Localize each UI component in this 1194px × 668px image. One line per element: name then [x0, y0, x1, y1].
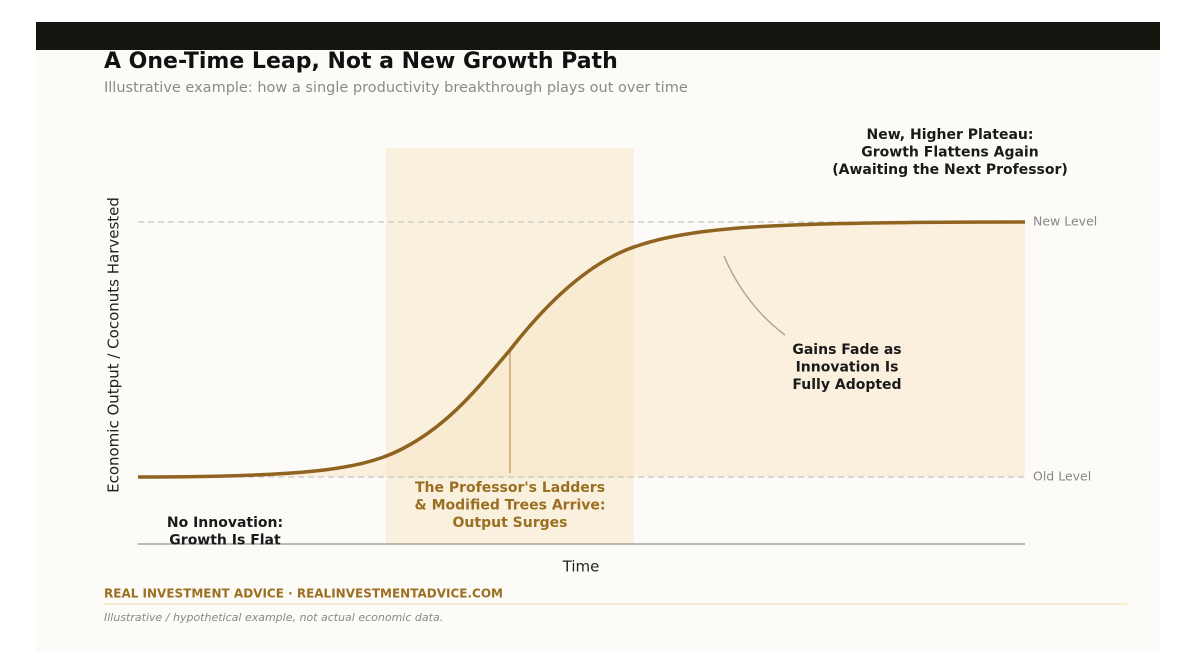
- annotation-line: Fully Adopted: [792, 377, 901, 393]
- annotation-line: Innovation Is: [796, 360, 899, 376]
- top-bar: [36, 22, 1160, 50]
- x-axis-label: Time: [562, 558, 600, 576]
- source: REAL INVESTMENT ADVICE · REALINVESTMENTA…: [104, 587, 503, 601]
- annotations: New, Higher Plateau: Growth Flattens Agai…: [167, 127, 1068, 549]
- annotation-line: No Innovation:: [167, 515, 283, 531]
- annotation-line: The Professor's Ladders: [415, 480, 605, 496]
- annotation-line: Gains Fade as: [792, 342, 901, 358]
- subtitle: Illustrative example: how a single produ…: [104, 80, 688, 96]
- annotation-line: & Modified Trees Arrive:: [415, 498, 606, 514]
- title: A One-Time Leap, Not a New Growth Path: [104, 49, 618, 74]
- annotation-line: Growth Flattens Again: [861, 145, 1038, 161]
- annotation-line: Growth Is Flat: [169, 533, 281, 549]
- y-axis-label: Economic Output / Coconuts Harvested: [105, 197, 123, 493]
- annotation-arrow: [723, 255, 786, 336]
- annotation-line: (Awaiting the Next Professor): [832, 162, 1068, 178]
- level-label: New Level: [1033, 214, 1097, 229]
- level-label: Old Level: [1033, 469, 1091, 484]
- annotation-line: New, Higher Plateau:: [867, 127, 1034, 143]
- output-curve: [137, 220, 1026, 479]
- annotation-line: Output Surges: [453, 515, 568, 531]
- gain-area: [138, 222, 1025, 477]
- note: Illustrative / hypothetical example, not…: [104, 611, 443, 624]
